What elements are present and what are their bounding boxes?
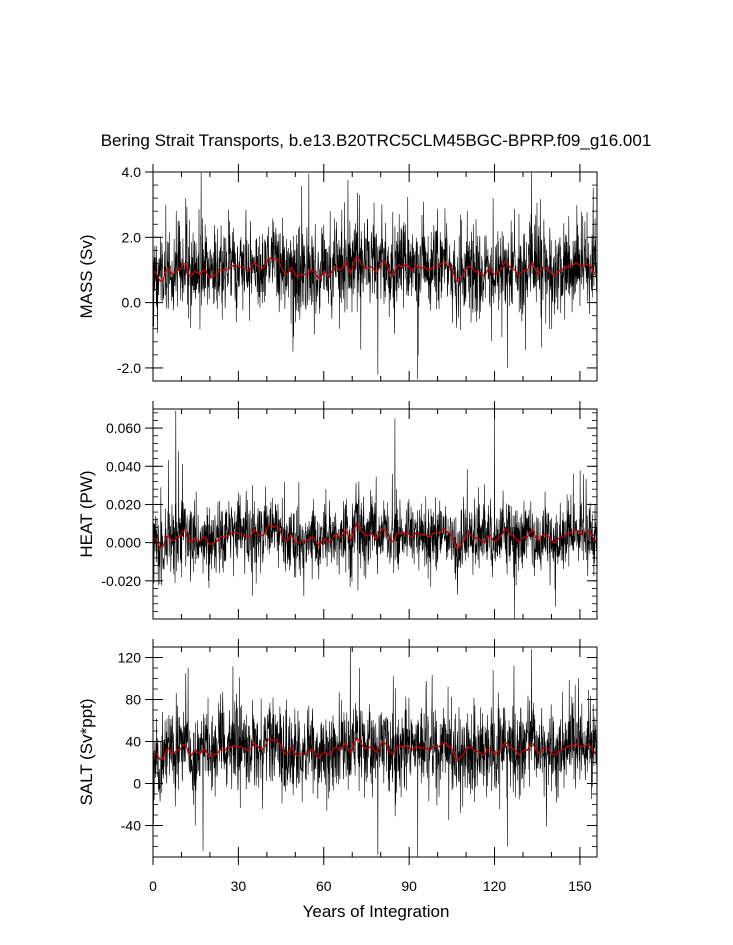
x-tick-label: 30 bbox=[231, 878, 247, 894]
annual-mean-line bbox=[153, 736, 597, 761]
y-axis-title: SALT (Sv*ppt) bbox=[77, 698, 96, 805]
monthly-series-line bbox=[153, 172, 597, 380]
y-tick-label: 0.020 bbox=[106, 496, 141, 512]
panels-group: -2.0 0.0 2.0 4.0 MASS (Sv) -0.020 0.000 0.020 0.… bbox=[77, 164, 598, 894]
y-tick-label: 0 bbox=[133, 776, 141, 792]
y-tick-label: 0.0 bbox=[122, 295, 142, 311]
x-tick-label: 150 bbox=[568, 878, 592, 894]
y-tick-label: 4.0 bbox=[122, 164, 142, 180]
y-tick-label: 80 bbox=[125, 692, 141, 708]
x-tick-label: 120 bbox=[483, 878, 507, 894]
y-tick-label: -0.020 bbox=[101, 573, 141, 589]
y-axis-title: HEAT (PW) bbox=[77, 470, 96, 557]
y-tick-label: 120 bbox=[118, 650, 142, 666]
y-tick-label: -40 bbox=[121, 818, 141, 834]
panel-frame bbox=[152, 408, 598, 620]
y-tick-label: -2.0 bbox=[117, 360, 141, 376]
x-axis-title: Years of Integration bbox=[303, 902, 450, 921]
y-axis-title: MASS (Sv) bbox=[77, 234, 96, 318]
chart-title: Bering Strait Transports, b.e13.B20TRC5C… bbox=[101, 131, 652, 150]
panel-1: -2.0 0.0 2.0 4.0 MASS (Sv) bbox=[77, 164, 598, 382]
y-tick-label: 0.040 bbox=[106, 458, 141, 474]
x-tick-label: 0 bbox=[149, 878, 157, 894]
y-tick-label: 0.000 bbox=[106, 535, 141, 551]
x-tick-label: 60 bbox=[316, 878, 332, 894]
y-tick-label: 2.0 bbox=[122, 229, 142, 245]
y-tick-label: 0.060 bbox=[106, 420, 141, 436]
x-tick-label: 90 bbox=[401, 878, 417, 894]
annual-mean-line bbox=[153, 522, 597, 549]
panel-3: -40 0 40 80 120 SALT (Sv*ppt) bbox=[77, 639, 598, 865]
annual-mean-line bbox=[153, 254, 597, 283]
monthly-series-line bbox=[153, 410, 597, 619]
y-tick-label: 40 bbox=[125, 734, 141, 750]
panel-2: -0.020 0.000 0.020 0.040 0.060 HEAT (PW) bbox=[77, 401, 598, 620]
